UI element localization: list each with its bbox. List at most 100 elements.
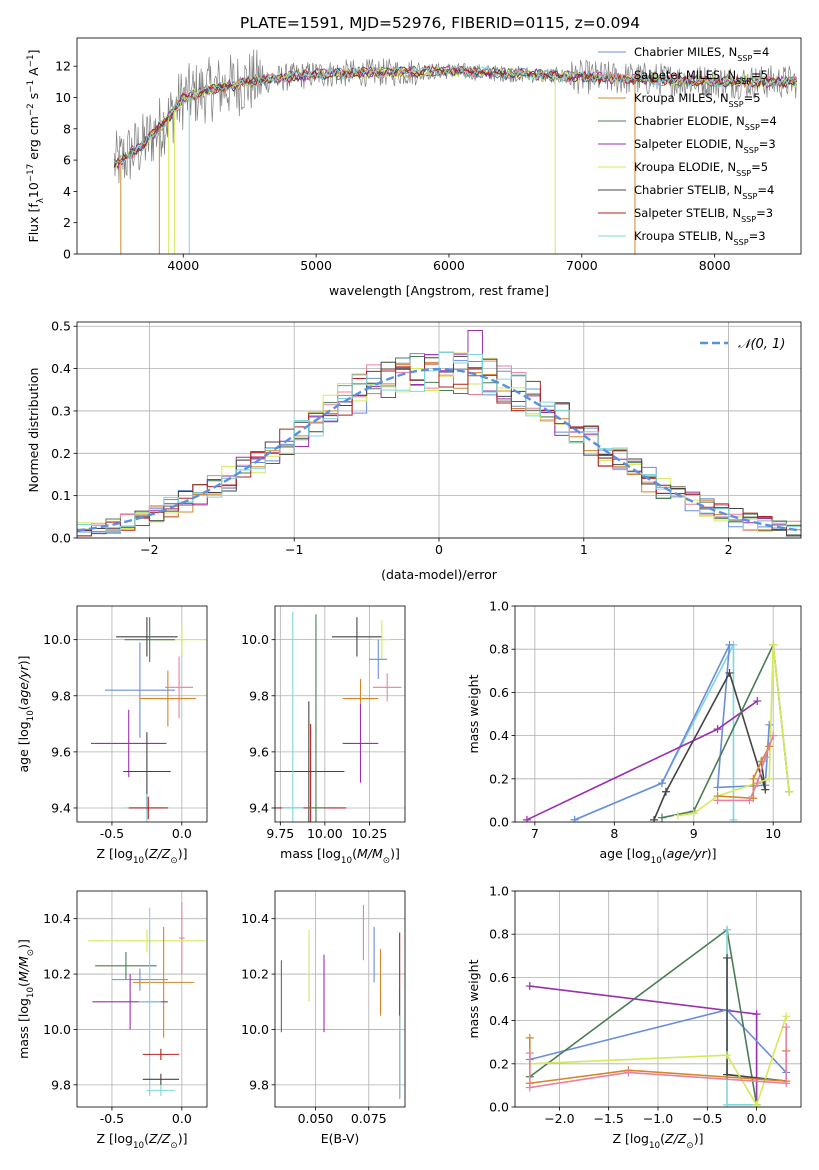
x-axis-label: age [log10(age/yr)] xyxy=(599,846,716,866)
spectrum-plot-area xyxy=(113,49,798,254)
legend-label-part: Chabrier MILES, N xyxy=(634,45,737,59)
weight-marker xyxy=(723,1100,732,1107)
x-tick-label: −2 xyxy=(140,542,158,557)
legend-label-part: Kroupa STELIB, N xyxy=(634,229,734,243)
weight_vs_age-ticks: 7 8 9 10 0.0 0.2 0.4 0.6 0.8 1.0 xyxy=(489,599,781,842)
normal-curve xyxy=(77,367,801,532)
y-axis-label-part: )] xyxy=(16,655,31,665)
x-axis-label-part: 10 xyxy=(649,1141,660,1151)
y-axis-label-part: s xyxy=(26,93,41,104)
weight-marker xyxy=(661,787,670,796)
x-tick-label: 0.0 xyxy=(172,1111,192,1126)
x-axis-label-part: ( xyxy=(352,846,357,861)
y-axis-label: age [log10(age/yr)] xyxy=(16,655,36,772)
x-axis-label-part: Z/Z xyxy=(148,1131,171,1146)
weight-marker xyxy=(769,640,778,649)
y-axis-label-part: 10 xyxy=(26,987,36,998)
x-tick-label: 7 xyxy=(531,826,539,841)
x-axis-label-part: E(B-V) xyxy=(321,1131,360,1146)
legend-label-part: SSP xyxy=(734,238,749,247)
weight-marker xyxy=(624,1068,633,1077)
y-axis-label-part: −17 xyxy=(26,164,36,182)
x-tick-label: 9 xyxy=(690,826,698,841)
x-axis-label-part: ⊙ xyxy=(170,856,177,866)
x-tick-label: −1.5 xyxy=(594,1111,624,1126)
weight_vs_age-axes: 7 8 9 100.00.20.40.60.81.0 age [log10(age/yr… xyxy=(466,599,802,866)
legend-label: 𝒩(0, 1) xyxy=(738,337,785,352)
weight-marker xyxy=(782,1012,791,1021)
y-tick-label: 0 xyxy=(63,247,71,262)
weight-marker xyxy=(673,811,682,820)
mass_vs_ebv-plot-area xyxy=(280,904,401,1099)
y-axis-label-part: −1 xyxy=(26,54,36,67)
y-tick-label: 0.0 xyxy=(489,1100,509,1115)
legend-label-part: =4 xyxy=(757,183,774,197)
age_vs_mass-grid xyxy=(275,606,405,822)
y-tick-label: 9.8 xyxy=(51,688,71,703)
residuals-axes: −2 −1 0 1 2 0.0 0.1 0.2 0.3 0.4 0.5 𝒩(0, 1) (data-mo… xyxy=(26,319,802,582)
weight_vs_Z-frame xyxy=(514,890,802,1108)
legend-label-part: Chabrier ELODIE, N xyxy=(634,114,745,128)
y-tick-label: 6 xyxy=(63,153,71,168)
x-tick-label: −1.0 xyxy=(643,1111,673,1126)
y-axis-label-part: age [log xyxy=(16,721,31,772)
weight-line xyxy=(574,644,771,821)
legend-label-part: =3 xyxy=(756,206,773,220)
x-axis-label: mass [log10(M/M⊙)] xyxy=(280,846,400,866)
legend-label: Kroupa ELODIE, NSSP=5 xyxy=(634,160,768,178)
legend-label-part: =3 xyxy=(759,137,776,151)
x-axis-label-part: Z [log xyxy=(97,1131,133,1146)
legend-label-part: SSP xyxy=(737,54,752,63)
y-tick-label: 0.2 xyxy=(489,1056,509,1071)
legend-label: Salpeter MILES, NSSP=5 xyxy=(634,68,768,86)
weight-marker xyxy=(522,815,531,822)
x-tick-label: 1 xyxy=(580,542,588,557)
x-tick-label: 8000 xyxy=(699,258,731,273)
weight_vs_Z-ticks: −2.0 −1.5 −1.0 −0.5 0.0 0.0 0.2 0.4 0.6 0.8 1.0 xyxy=(489,884,766,1127)
y-axis-label-part: Flux [f xyxy=(26,203,41,243)
legend-label-part: Kroupa MILES, N xyxy=(634,91,729,105)
weight_vs_age-frame xyxy=(514,605,802,823)
mass_vs_ebv-ticks: 0.050 0.075 9.8 10.0 10.2 10.4 xyxy=(241,911,387,1126)
y-tick-label: 9.8 xyxy=(51,1077,71,1092)
weight-marker xyxy=(785,787,794,796)
y-axis-label: mass [log10(M/M⊙)] xyxy=(16,939,36,1059)
legend-label-part: SSP xyxy=(741,215,756,224)
x-axis-label-part: 10 xyxy=(133,1141,144,1151)
weight-marker xyxy=(752,1010,761,1019)
y-tick-label: 10.2 xyxy=(43,967,71,982)
age_vs_mass-frame xyxy=(274,605,406,823)
y-tick-label: 0.0 xyxy=(489,815,509,830)
weight-marker xyxy=(752,1100,761,1107)
y-tick-label: 10 xyxy=(55,90,71,105)
x-tick-label: 0.050 xyxy=(298,1111,334,1126)
weight-marker xyxy=(723,953,732,962)
age_vs_mass-axes: 9.75 10.00 10.25 9.4 9.6 9.8 10.0 mass [log10(M… xyxy=(241,605,406,866)
x-axis-label-part: Z/Z xyxy=(148,846,171,861)
weight-marker xyxy=(745,796,754,805)
age_vs_Z-ticks: -0.5 0.0 9.4 9.6 9.8 10.0 xyxy=(43,632,192,841)
weight-marker xyxy=(782,1079,791,1088)
y-axis-label-part: mass [log xyxy=(16,998,31,1059)
legend-label-part: =5 xyxy=(751,68,768,82)
age_vs_Z-plot-area xyxy=(90,617,207,822)
x-tick-label: 9.75 xyxy=(266,826,294,841)
y-axis-label-part: 10 xyxy=(26,710,36,721)
legend-label: Chabrier ELODIE, NSSP=4 xyxy=(634,114,777,132)
y-tick-label: 0.8 xyxy=(489,927,509,942)
residual-legend: 𝒩(0, 1) xyxy=(700,337,785,352)
weight-marker xyxy=(765,720,774,729)
age_vs_mass-ticks: 9.75 10.00 10.25 9.4 9.6 9.8 10.0 xyxy=(241,632,387,841)
x-tick-label: 0.075 xyxy=(351,1111,387,1126)
mass_vs_ebv-axes: 0.050 0.075 9.8 10.0 10.2 10.4 E(B-V) xyxy=(241,890,406,1146)
x-axis-label-part: ( xyxy=(660,1131,665,1146)
data-spectrum xyxy=(113,49,797,184)
weight-marker xyxy=(765,774,774,783)
legend-label-part: SSP xyxy=(745,123,760,132)
x-axis-label-part: Z/Z xyxy=(664,1131,687,1146)
x-axis-label-part: mass [log xyxy=(280,846,341,861)
x-tick-label: −1 xyxy=(285,542,303,557)
x-tick-label: -0.5 xyxy=(100,826,124,841)
